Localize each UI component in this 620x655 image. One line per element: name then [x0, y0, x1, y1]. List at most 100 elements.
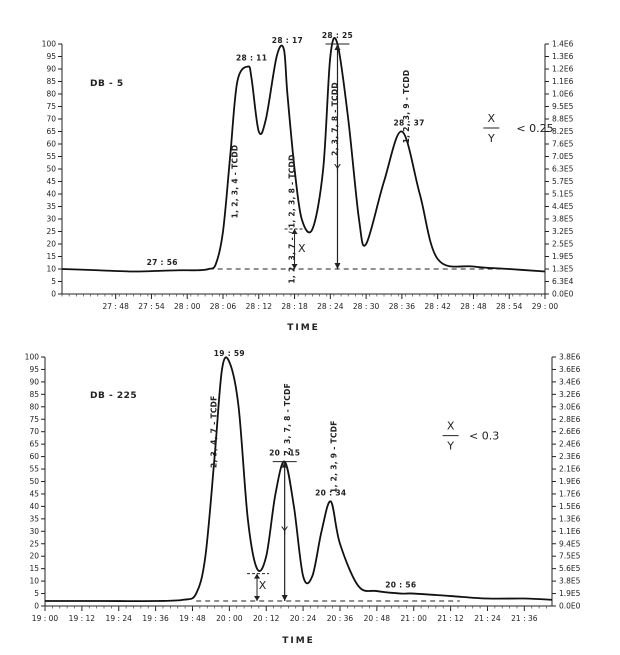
left-tick-label: 45 — [29, 489, 39, 498]
peak-compound-label: 2, 3, 7, 8 - TCDD — [330, 82, 339, 156]
right-tick-label: 1.3E6 — [559, 514, 581, 523]
x-arrow-head-top — [291, 229, 298, 234]
x-tick-label: 28 : 06 — [210, 302, 237, 311]
retention-time-label: 28 : 17 — [272, 36, 303, 45]
right-tick-label: 2.8E6 — [559, 415, 581, 424]
left-tick-label: 15 — [46, 252, 56, 261]
retention-time-label: 20 : 15 — [269, 449, 300, 458]
right-tick-label: 3.4E6 — [559, 377, 581, 386]
left-tick-label: 5 — [51, 277, 56, 286]
retention-time-label: 19 : 59 — [214, 349, 245, 358]
chart-title: DB - 225 — [90, 391, 137, 401]
right-tick-label: 6.3E5 — [552, 165, 574, 174]
x-tick-label: 28 : 42 — [424, 302, 451, 311]
x-tick-label: 28 : 36 — [389, 302, 416, 311]
left-tick-label: 5 — [34, 589, 39, 598]
retention-time-label: 20 : 56 — [385, 581, 416, 590]
xy-label: X — [259, 579, 267, 592]
left-tick-label: 100 — [42, 40, 57, 49]
right-tick-label: 2.5E5 — [552, 240, 574, 249]
right-tick-label: 1.9E6 — [559, 477, 581, 486]
left-tick-label: 55 — [46, 152, 56, 161]
left-tick-label: 60 — [29, 452, 39, 461]
x-tick-label: 28 : 12 — [246, 302, 273, 311]
x-tick-label: 19 : 00 — [32, 614, 59, 623]
right-tick-label: 7.5E5 — [559, 552, 581, 561]
right-tick-label: 2.4E6 — [559, 440, 581, 449]
right-tick-label: 5.7E5 — [552, 177, 574, 186]
left-tick-label: 30 — [46, 215, 56, 224]
right-tick-label: 2.3E6 — [559, 452, 581, 461]
left-tick-label: 85 — [29, 390, 39, 399]
right-tick-label: 1.5E6 — [559, 502, 581, 511]
peak-compound-label: 1, 2, 3, 9 - TCDF — [329, 420, 338, 493]
left-tick-label: 10 — [46, 265, 56, 274]
chromatogram-trace-1 — [45, 356, 553, 603]
retention-time-label: 28 : 37 — [393, 119, 424, 128]
x-tick-label: 21 : 12 — [437, 614, 464, 623]
x-tick-label: 21 : 24 — [474, 614, 501, 623]
x-tick-label: 20 : 00 — [216, 614, 243, 623]
x-arrow-head-bottom — [254, 596, 261, 602]
left-tick-label: 50 — [46, 165, 56, 174]
x-tick-label: 19 : 36 — [142, 614, 169, 623]
x-tick-label: 28 : 18 — [281, 302, 308, 311]
left-tick-label: 0 — [51, 290, 56, 299]
left-tick-label: 40 — [46, 190, 56, 199]
x-tick-label: 19 : 48 — [179, 614, 206, 623]
right-tick-label: 3.8E5 — [552, 215, 574, 224]
x-tick-label: 20 : 48 — [364, 614, 391, 623]
right-tick-label: 3.0E6 — [559, 402, 581, 411]
x-axis-label: TIME — [287, 323, 320, 333]
right-tick-label: 1.3E6 — [552, 52, 574, 61]
left-tick-label: 20 — [46, 240, 56, 249]
x-tick-label: 28 : 54 — [496, 302, 523, 311]
left-tick-label: 65 — [29, 440, 39, 449]
left-tick-label: 95 — [46, 52, 56, 61]
chart-panel-2: 0 5 10 15 20 25 30 35 40 45 50 55 60 65 70 75 80 85 90 95 10… — [25, 349, 581, 646]
ratio-threshold: < 0.3 — [469, 430, 499, 443]
x-tick-label: 28 : 24 — [317, 302, 344, 311]
left-tick-label: 80 — [29, 402, 39, 411]
xy-label: X — [488, 112, 496, 125]
x-axis-label: TIME — [282, 636, 315, 646]
right-tick-label: 1.1E6 — [559, 527, 581, 536]
retention-time-label: 28 : 11 — [236, 54, 267, 63]
peak-compound-label: 1, 2, 3, 4 - TCDD — [230, 145, 239, 219]
right-tick-label: 1.9E5 — [552, 252, 574, 261]
left-tick-label: 50 — [29, 477, 39, 486]
x-tick-label: 27 : 48 — [102, 302, 129, 311]
chart-panel-1: 0 5 10 15 20 25 30 35 40 45 50 55 60 65 70 75 80 85 90 95 10… — [42, 31, 574, 333]
right-tick-label: 0.0E0 — [559, 602, 581, 611]
right-tick-label: 8.8E5 — [552, 115, 574, 124]
right-tick-label: 2.6E6 — [559, 427, 581, 436]
x-tick-label: 20 : 36 — [327, 614, 354, 623]
y-arrow-head-top — [334, 44, 341, 50]
peak-compound-label: 1, 2, 3, 9 - TCDD — [402, 70, 411, 144]
chart-title: DB - 5 — [90, 79, 124, 89]
peak-compound-label: 2, 3, 7, 8 - TCDF — [283, 383, 292, 456]
x-tick-label: 28 : 48 — [460, 302, 487, 311]
y-arrow-head-bottom — [281, 595, 288, 602]
right-tick-label: 1.0E6 — [552, 90, 574, 99]
retention-time-label: 28 : 25 — [322, 31, 353, 40]
x-tick-label: 20 : 24 — [290, 614, 317, 623]
left-tick-label: 0 — [34, 602, 39, 611]
right-tick-label: 8.2E5 — [552, 127, 574, 136]
x-arrow-head-bottom — [291, 264, 298, 269]
right-tick-label: 6.3E4 — [552, 277, 574, 286]
left-tick-label: 70 — [46, 115, 56, 124]
y-arrow-head-top — [281, 461, 288, 468]
left-tick-label: 25 — [46, 227, 56, 236]
left-tick-label: 90 — [46, 65, 56, 74]
left-tick-label: 40 — [29, 502, 39, 511]
left-tick-label: 45 — [46, 177, 56, 186]
x-tick-label: 21 : 00 — [401, 614, 428, 623]
right-tick-label: 1.1E6 — [552, 77, 574, 86]
right-tick-label: 1.4E6 — [552, 40, 574, 49]
right-tick-label: 1.3E5 — [552, 265, 574, 274]
left-tick-label: 25 — [29, 539, 39, 548]
chromatogram-trace-1 — [61, 36, 546, 273]
left-tick-label: 65 — [46, 127, 56, 136]
